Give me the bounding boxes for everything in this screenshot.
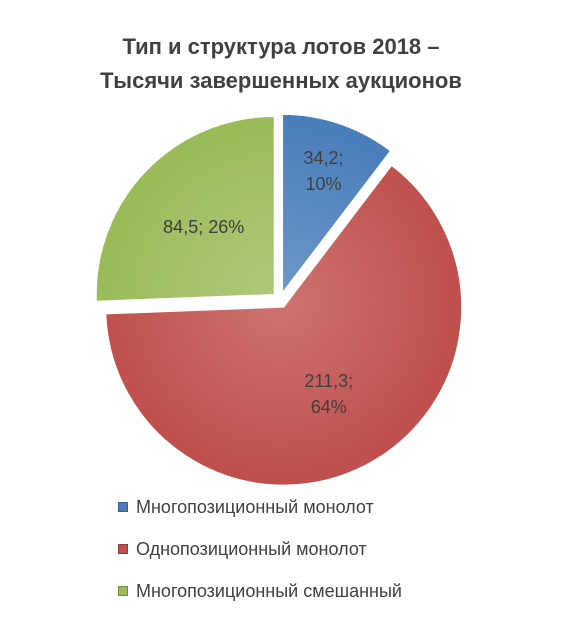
data-label: 84,5; 26% xyxy=(163,216,245,237)
pie-slice xyxy=(105,164,463,486)
chart-title: Тип и структура лотов 2018 – Тысячи заве… xyxy=(100,34,462,93)
legend-entry: Однопозиционный монолот xyxy=(118,537,367,561)
data-label: 34,2; 10% xyxy=(303,147,344,194)
legend-swatch xyxy=(118,586,128,596)
legend-swatch xyxy=(118,544,128,554)
legend-label: Многопозиционный монолот xyxy=(136,497,374,517)
data-label: 211,3; 64% xyxy=(304,370,354,417)
pie-slice xyxy=(282,113,392,294)
legend-entry: Многопозиционный смешанный xyxy=(118,579,402,603)
pie-slice xyxy=(95,115,275,302)
legend-label: Однопозиционный монолот xyxy=(136,539,367,559)
legend-swatch xyxy=(118,502,128,512)
legend-label: Многопозиционный смешанный xyxy=(136,581,402,601)
legend-entry: Многопозиционный монолот xyxy=(118,495,374,519)
